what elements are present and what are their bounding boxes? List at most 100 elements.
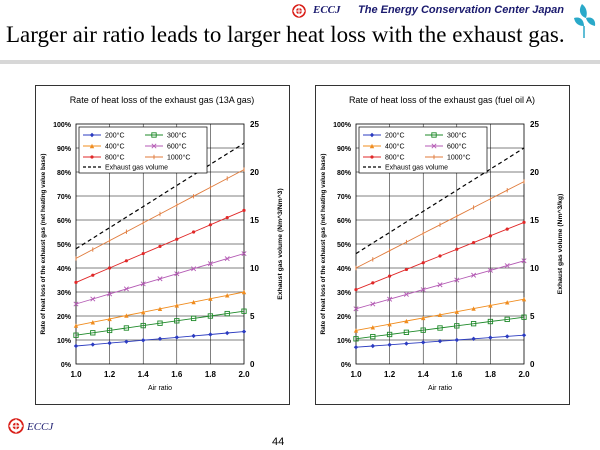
footer-eccj-logo-icon (8, 418, 24, 434)
data-point-400 (488, 303, 493, 308)
data-point-300 (454, 323, 460, 329)
y-tick-label: 10% (337, 338, 352, 345)
y-tick-label: 70% (57, 194, 72, 201)
data-point-300 (241, 308, 247, 314)
data-point-200 (471, 336, 476, 341)
data-point-200 (454, 337, 459, 343)
data-point-600 (90, 296, 96, 302)
data-point-600 (241, 251, 247, 257)
legend-label-600: 600°C (447, 143, 467, 151)
slide-header: ECCJ The Energy Conservation Center Japa… (0, 0, 600, 72)
data-point-600 (387, 296, 393, 302)
data-point-200 (73, 343, 79, 349)
y-tick-label: 100% (53, 122, 72, 129)
data-point-600 (224, 256, 230, 262)
x-tick-label: 1.0 (350, 370, 362, 379)
legend-marker-400 (89, 143, 95, 149)
data-point-200 (124, 339, 129, 344)
data-point-300 (174, 318, 180, 324)
data-point-200 (370, 343, 375, 349)
y2-tick-label: 5 (250, 312, 255, 321)
y2-axis-label: Exhaust gas volume (Nm^3/kg) (556, 194, 564, 295)
data-point-300 (157, 320, 163, 326)
y-tick-label: 40% (337, 266, 352, 273)
data-point-200 (208, 332, 213, 337)
data-point-800 (91, 273, 95, 277)
data-point-600 (437, 282, 443, 288)
data-point-400 (454, 309, 459, 314)
y-tick-label: 20% (57, 314, 72, 321)
y2-tick-label: 0 (250, 360, 255, 369)
series-line-300 (355, 316, 525, 340)
data-point-300 (470, 321, 477, 327)
y2-tick-label: 15 (250, 216, 259, 225)
x-tick-label: 2.0 (238, 370, 250, 379)
data-point-800 (421, 261, 425, 265)
data-point-200 (387, 342, 392, 347)
y2-tick-label: 15 (530, 216, 539, 225)
data-point-400 (421, 315, 426, 321)
data-point-400 (437, 312, 443, 317)
data-point-800 (175, 237, 179, 241)
x-tick-label: 1.2 (104, 370, 116, 379)
data-point-300 (123, 325, 130, 331)
legend-label-400: 400°C (385, 143, 405, 151)
data-point-200 (437, 339, 443, 344)
y-tick-label: 60% (337, 218, 352, 225)
data-point-200 (421, 340, 426, 345)
chart-panel-fuel-oil-a: Rate of heat loss of the exhaust gas (fu… (315, 85, 570, 405)
data-point-600 (521, 258, 527, 264)
data-point-400 (141, 309, 146, 315)
data-point-800 (404, 267, 408, 272)
y2-tick-label: 20 (250, 168, 259, 177)
data-point-400 (471, 306, 476, 311)
y-tick-label: 10% (57, 338, 72, 345)
data-point-300 (190, 315, 197, 322)
data-point-300 (73, 332, 79, 338)
y2-tick-label: 20 (530, 168, 539, 177)
data-point-300 (504, 316, 510, 323)
chart-title: Rate of heat loss of the exhaust gas (fu… (349, 95, 535, 105)
data-point-600 (107, 291, 113, 297)
legend-marker-300 (431, 132, 437, 138)
data-point-600 (403, 291, 409, 297)
data-point-800 (488, 234, 492, 238)
data-point-200 (241, 329, 247, 334)
leaf-decoration-icon (574, 4, 596, 38)
data-point-300 (207, 313, 214, 319)
data-point-200 (353, 345, 359, 350)
data-point-400 (157, 306, 163, 311)
data-point-200 (141, 338, 146, 343)
data-point-800 (208, 223, 212, 227)
title-divider (0, 60, 600, 64)
eccj-logo-icon (292, 4, 306, 18)
x-tick-label: 1.6 (451, 370, 463, 379)
data-point-300 (420, 327, 426, 333)
x-axis-label: Air ratio (428, 385, 452, 392)
y-tick-label: 90% (57, 146, 72, 153)
data-point-600 (353, 306, 359, 312)
y2-tick-label: 10 (530, 264, 539, 273)
page-number: 44 (272, 436, 285, 448)
y-tick-label: 20% (337, 314, 352, 321)
data-point-800 (141, 252, 145, 256)
data-point-300 (353, 336, 359, 342)
x-tick-label: 1.6 (171, 370, 183, 379)
data-point-200 (107, 340, 112, 346)
data-point-400 (174, 303, 179, 308)
data-point-400 (404, 318, 409, 324)
data-point-400 (353, 328, 359, 333)
data-point-800 (192, 230, 196, 234)
data-point-600 (174, 271, 180, 277)
chart-13a-gas: Rate of heat loss of the exhaust gas (13… (40, 95, 284, 392)
data-point-400 (225, 293, 230, 298)
data-point-300 (403, 329, 410, 335)
data-point-800 (472, 240, 476, 245)
legend-label-300: 300°C (167, 132, 187, 140)
data-point-200 (90, 342, 95, 347)
data-point-600 (487, 267, 493, 273)
data-point-800 (438, 254, 442, 258)
y-tick-label: 0% (341, 362, 352, 369)
data-point-200 (404, 341, 409, 346)
data-point-200 (505, 334, 510, 339)
